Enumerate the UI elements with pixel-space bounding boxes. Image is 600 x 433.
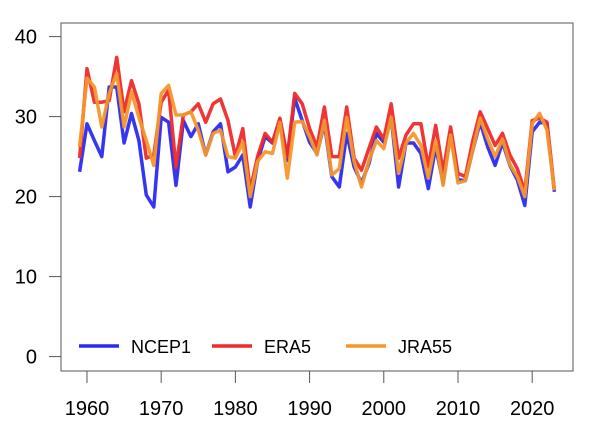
series-line-jra55 bbox=[77, 71, 557, 199]
x-tick-label: 2000 bbox=[362, 398, 407, 420]
legend-label: ERA5 bbox=[264, 337, 311, 357]
x-tick-label: 1980 bbox=[213, 398, 258, 420]
y-axis: 0 10 20 30 40 bbox=[15, 27, 61, 369]
legend-label: JRA55 bbox=[398, 337, 452, 357]
y-tick-label: 30 bbox=[15, 107, 37, 129]
y-tick-label: 0 bbox=[26, 347, 37, 369]
y-tick-label: 40 bbox=[15, 27, 37, 49]
series-lines bbox=[77, 55, 557, 209]
legend: NCEP1 ERA5 JRA55 bbox=[79, 337, 452, 357]
x-tick-label: 2010 bbox=[436, 398, 481, 420]
x-tick-label: 2020 bbox=[510, 398, 555, 420]
y-tick-label: 20 bbox=[15, 187, 37, 209]
x-tick-label: 1970 bbox=[139, 398, 184, 420]
y-tick-label: 10 bbox=[15, 267, 37, 289]
x-tick-label: 1960 bbox=[65, 398, 110, 420]
plot-frame bbox=[60, 22, 574, 372]
x-axis: 1960 1970 1980 1990 2000 2010 2020 bbox=[65, 371, 555, 420]
legend-label: NCEP1 bbox=[131, 337, 191, 357]
x-tick-label: 1990 bbox=[287, 398, 332, 420]
